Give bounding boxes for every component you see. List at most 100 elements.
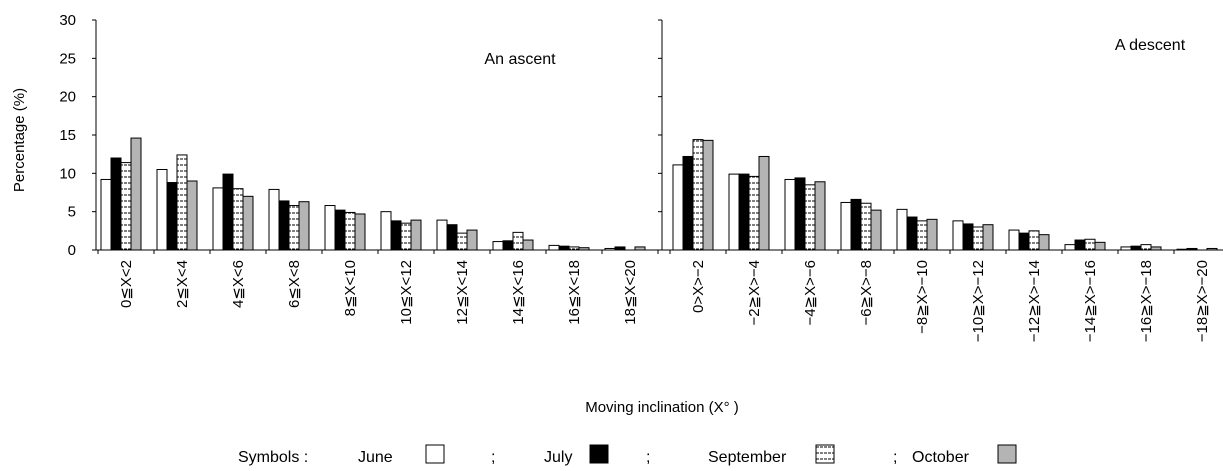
legend-swatch-september bbox=[815, 444, 835, 464]
bar-october bbox=[242, 195, 254, 251]
x-tick-label: −8≧X>−10 bbox=[914, 260, 931, 334]
bar-june bbox=[896, 208, 908, 251]
bar-june bbox=[492, 241, 504, 251]
bar-july bbox=[850, 198, 862, 251]
bar-june bbox=[268, 188, 280, 251]
y-axis-label: Percentage (%) bbox=[11, 88, 28, 192]
bar-october bbox=[522, 239, 534, 251]
bar-june bbox=[156, 169, 168, 251]
bar-october bbox=[1094, 241, 1106, 251]
bar-september bbox=[692, 139, 704, 251]
bar-september bbox=[804, 184, 816, 251]
bar-june bbox=[604, 247, 616, 251]
y-tick-label: 0 bbox=[68, 242, 76, 259]
bar-july bbox=[166, 182, 178, 251]
legend-prefix: Symbols : bbox=[238, 449, 308, 466]
bar-july bbox=[794, 177, 806, 251]
bar-october bbox=[926, 218, 938, 251]
bar-july bbox=[614, 246, 626, 251]
y-axis-ticks: 0 5 10 15 20 25 30 bbox=[59, 12, 76, 259]
bar-june bbox=[436, 219, 448, 251]
bar-september bbox=[748, 175, 760, 251]
bar-june bbox=[1064, 244, 1076, 251]
panel-descent: 0>X>−2 −2≧X>−4 −4≧X>−6 −6≧X>−8 −8≧X>−10 −10≧X… bbox=[658, 19, 1223, 342]
bar-july bbox=[334, 209, 346, 251]
bar-june bbox=[784, 178, 796, 251]
bar-september bbox=[344, 211, 356, 251]
bar-october bbox=[1206, 247, 1218, 251]
bar-september bbox=[288, 205, 300, 251]
bar-october bbox=[634, 246, 646, 251]
bar-july bbox=[1074, 239, 1086, 251]
bar-october bbox=[410, 219, 422, 251]
bar-july bbox=[906, 216, 918, 251]
x-tick-label: −18≧X>−20 bbox=[1194, 260, 1211, 342]
bar-september bbox=[1140, 244, 1152, 251]
bar-july bbox=[1018, 232, 1030, 251]
bar-september bbox=[232, 188, 244, 251]
legend-swatch-june bbox=[425, 444, 445, 464]
bar-july bbox=[390, 220, 402, 251]
bar-september bbox=[860, 202, 872, 251]
x-tick-label: −2≧X>−4 bbox=[746, 260, 763, 326]
legend-label-october: October bbox=[912, 449, 970, 466]
y-tick-label: 5 bbox=[68, 204, 76, 221]
x-tick-label: 14≦X<16 bbox=[510, 260, 527, 325]
bar-june bbox=[1120, 246, 1132, 251]
bar-october bbox=[354, 213, 366, 251]
bar-june bbox=[100, 178, 112, 251]
x-tick-label: 12≦X<14 bbox=[454, 260, 471, 325]
bar-july bbox=[558, 245, 570, 251]
bar-october bbox=[578, 247, 590, 251]
y-tick-label: 10 bbox=[59, 165, 76, 182]
bar-july bbox=[446, 224, 458, 251]
bar-june bbox=[1008, 229, 1020, 251]
x-tick-label: 16≦X<18 bbox=[566, 260, 583, 325]
legend-swatch-october bbox=[997, 444, 1017, 464]
legend: Symbols : June July September October;;; bbox=[238, 444, 1017, 466]
bar-september bbox=[120, 162, 132, 251]
x-tick-label: 4≦X<6 bbox=[230, 260, 247, 308]
y-tick-label: 30 bbox=[59, 12, 76, 29]
bar-july bbox=[962, 223, 974, 251]
bar-september bbox=[972, 226, 984, 251]
x-tick-label: −6≧X>−8 bbox=[858, 260, 875, 326]
bar-june bbox=[212, 187, 224, 251]
x-tick-label: −14≧X>−16 bbox=[1082, 260, 1099, 342]
bar-october bbox=[298, 201, 310, 251]
bar-july bbox=[1186, 247, 1198, 251]
bar-october bbox=[466, 229, 478, 251]
legend-label-july: July bbox=[544, 449, 572, 466]
y-tick-label: 20 bbox=[59, 89, 76, 106]
bar-october bbox=[1150, 246, 1162, 251]
bar-june bbox=[1176, 248, 1188, 251]
bar-june bbox=[728, 173, 740, 251]
y-tick-label: 25 bbox=[59, 50, 76, 67]
x-tick-label: 2≦X<4 bbox=[174, 260, 191, 308]
x-tick-label: 0≦X<2 bbox=[118, 260, 135, 308]
bar-june bbox=[672, 164, 684, 251]
x-tick-label: 8≦X<10 bbox=[342, 260, 359, 316]
bar-october bbox=[758, 155, 770, 251]
x-tick-label: −10≧X>−12 bbox=[970, 260, 987, 342]
bar-june bbox=[952, 220, 964, 251]
bar-october bbox=[702, 139, 714, 251]
legend-separator: ; bbox=[646, 449, 650, 466]
x-tick-label: 10≦X<12 bbox=[398, 260, 415, 325]
bar-october bbox=[982, 224, 994, 251]
x-tick-label: −12≧X>−14 bbox=[1026, 260, 1043, 342]
bar-july bbox=[278, 200, 290, 251]
legend-separator: ; bbox=[491, 449, 495, 466]
bar-september bbox=[512, 231, 524, 251]
bar-june bbox=[840, 201, 852, 251]
legend-swatch-july bbox=[589, 444, 609, 464]
bar-july bbox=[222, 173, 234, 251]
bar-september bbox=[568, 246, 580, 251]
x-tick-label: −4≧X>−6 bbox=[802, 260, 819, 326]
bar-september bbox=[456, 232, 468, 251]
bar-june bbox=[548, 244, 560, 251]
x-axis-label: Moving inclination (X° ) bbox=[585, 399, 739, 416]
bar-july bbox=[738, 173, 750, 251]
x-tick-label: 18≦X<20 bbox=[622, 260, 639, 325]
